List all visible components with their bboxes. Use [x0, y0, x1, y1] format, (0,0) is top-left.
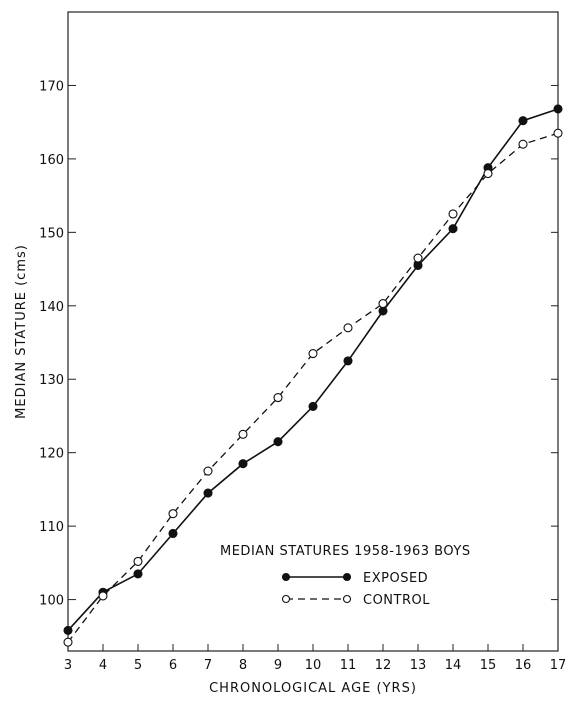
data-point-control	[553, 128, 563, 138]
data-point-exposed	[203, 488, 213, 498]
x-tick-label: 17	[550, 658, 567, 673]
x-axis-title: CHRONOLOGICAL AGE (YRS)	[209, 681, 417, 696]
x-tick-label: 11	[340, 658, 357, 673]
x-tick-label: 9	[274, 658, 282, 673]
legend: MEDIAN STATURES 1958-1963 BOYS EXPOSED CON…	[220, 544, 471, 608]
x-tick-label: 4	[99, 658, 107, 673]
data-point-control	[413, 253, 423, 263]
x-tick-label: 7	[204, 658, 212, 673]
x-tick-label: 5	[134, 658, 142, 673]
series-markers	[63, 104, 563, 647]
data-point-exposed	[518, 116, 528, 126]
y-tick-label: 130	[39, 373, 64, 388]
data-point-exposed	[308, 401, 318, 411]
x-tick-label: 15	[480, 658, 497, 673]
x-tick-label: 3	[64, 658, 72, 673]
data-point-control	[343, 323, 353, 333]
x-tick-label: 6	[169, 658, 177, 673]
y-tick-label: 170	[39, 79, 64, 94]
y-tick-label: 120	[39, 447, 64, 462]
x-tick-label: 12	[375, 658, 392, 673]
x-tick-label: 13	[410, 658, 427, 673]
data-point-control	[518, 139, 528, 149]
series-line-control	[67, 132, 559, 643]
y-tick-label: 100	[39, 594, 64, 609]
data-point-exposed	[168, 528, 178, 539]
x-tick-label: 10	[305, 658, 322, 673]
data-point-exposed	[448, 224, 458, 234]
x-tick-label: 8	[239, 658, 247, 673]
y-axis-title: MEDIAN STATURE (cms)	[14, 244, 29, 419]
legend-swatch-marker	[342, 572, 352, 582]
data-point-control	[378, 299, 388, 309]
data-point-exposed	[553, 104, 563, 114]
data-point-control	[133, 556, 143, 566]
data-point-control	[238, 429, 248, 439]
data-point-exposed	[133, 569, 143, 579]
legend-label-exposed: EXPOSED	[363, 571, 428, 586]
data-point-control	[273, 393, 283, 403]
legend-swatch-marker	[281, 572, 291, 582]
data-point-exposed	[238, 459, 248, 469]
y-tick-label: 160	[39, 153, 64, 168]
legend-label-control: CONTROL	[363, 593, 430, 608]
data-point-control	[63, 637, 73, 647]
data-point-exposed	[273, 437, 283, 447]
data-point-control	[98, 591, 108, 601]
data-point-control	[308, 348, 318, 359]
y-tick-label: 150	[39, 226, 64, 241]
y-tick-label: 110	[39, 520, 64, 535]
legend-swatch-marker	[342, 594, 352, 604]
data-point-control	[203, 466, 213, 476]
axis-ticks: 3 4 5 6 7 8 9 10 11 12 13 14 15 16 17 100 110 120 130 140 15…	[39, 79, 566, 673]
data-point-control	[168, 509, 178, 519]
legend-swatch-marker	[281, 594, 291, 604]
data-point-control	[448, 209, 458, 219]
x-tick-label: 16	[515, 658, 532, 673]
legend-title: MEDIAN STATURES 1958-1963 BOYS	[220, 544, 471, 559]
y-tick-label: 140	[39, 300, 64, 315]
data-point-exposed	[343, 356, 353, 366]
data-point-control	[483, 169, 493, 179]
data-point-exposed	[63, 625, 73, 635]
x-tick-label: 14	[445, 658, 462, 673]
